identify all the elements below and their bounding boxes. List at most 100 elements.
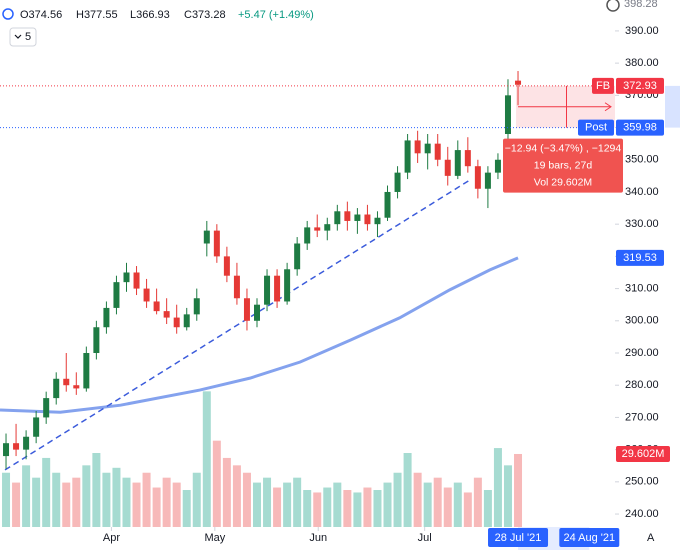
volume-bar [303,490,312,527]
volume-bar [413,472,422,527]
y-tick-label: 250.00 [625,476,659,488]
candle-body [374,217,381,225]
candle-body [3,443,10,457]
candle-body [504,95,511,134]
volume-bar [142,472,151,527]
measure-text: 19 bars, 27d [534,159,593,171]
volume-bar [353,492,362,527]
volume-bar [323,487,332,527]
candle-body [404,140,411,173]
candle-body [414,140,421,154]
y-tick-label: 340.00 [625,186,659,198]
volume-bar [443,487,452,527]
moving-average [0,256,519,414]
price-tag-name: Post [585,122,607,134]
candle-body [163,311,170,318]
volume-bar [212,440,221,527]
x-tick-label: May [204,532,225,544]
candle-body [394,172,401,192]
y-tick-label: 380.00 [625,57,659,69]
header: O374.56 H377.55 L366.93 C373.28 +5.47 (+… [2,0,659,545]
volume-bar [253,482,262,527]
measure-text: −12.94 (−3.47%) , −1294 [505,142,622,154]
indicator-count: 5 [25,31,31,43]
candle-body [193,298,200,315]
ohlc-low: L366.93 [130,9,170,21]
time-tag: 28 Jul '21 [495,532,542,544]
volume-bar [122,477,131,527]
ohlc-close: C373.28 [184,9,226,21]
candle-body [334,211,341,225]
candle-body [213,230,220,257]
y-tick-label: 270.00 [625,411,659,423]
volume-bar [273,487,282,527]
candle-body [444,159,451,176]
volume-bar [393,472,402,527]
volume-bar [222,457,231,527]
candle-body [424,143,431,154]
volume-bar [333,482,342,527]
volume-bar [433,477,442,527]
indicator-toggle[interactable] [9,27,37,47]
y-tick-label: 310.00 [625,282,659,294]
auto-scale[interactable] [643,529,659,545]
candle-body [434,143,441,160]
candle-body [83,353,90,389]
volume-bar [493,448,502,527]
volume-bar [293,477,302,527]
time-tag: 24 Aug '21 [563,532,615,544]
candle-body [304,227,311,244]
candle-body [223,256,230,276]
price-tag-box [616,119,664,136]
x-tick-label: Jun [309,532,327,544]
candle-body [274,275,281,302]
volume-bar [473,477,482,527]
price-tag: 372.93 [623,80,657,92]
volume-bar [283,482,292,527]
volume-bar [92,453,101,527]
ohlc-high: H377.55 [76,9,118,21]
candle-body [63,378,70,386]
candle-body [384,191,391,218]
candle-body [153,301,160,312]
candle-body [354,214,361,221]
price-tag: 359.98 [623,122,657,134]
candle-body [103,307,110,328]
volume-bar [22,465,31,527]
price-tag-name: FB [596,80,610,92]
volume-bar [343,490,352,527]
volume-bar [62,482,71,527]
volume-bar [403,453,412,527]
volume-bar [112,467,121,527]
candle-body [474,166,481,189]
candle-body [173,317,180,328]
time-tag-box [559,528,620,547]
volume-bar [72,477,81,527]
measure-axis-band [665,85,680,128]
volume-bar [483,490,492,527]
y-tick-label: 290.00 [625,347,659,359]
volume-bar [42,457,51,527]
trendline [4,179,471,471]
candle-body [515,80,522,85]
volume-bar [363,487,372,527]
time-tag-box [488,528,549,547]
volume-bar [12,482,21,527]
candle-body [183,314,190,328]
top-price: 398.28 [624,0,658,10]
candle-body [133,272,140,289]
plot-area [0,71,615,527]
candle-body [294,243,301,270]
candle-body [254,304,261,321]
volume-bar [313,492,322,527]
volume-bar [152,487,161,527]
y-tick-label: 280.00 [625,379,659,391]
candle-body [344,211,351,221]
volume-bar [463,492,472,527]
theme-icon[interactable] [2,8,14,20]
settings-icon[interactable] [606,0,620,12]
y-tick-label: 300.00 [625,315,659,327]
price-tag-name-box [592,77,614,94]
candle-body [53,378,60,399]
